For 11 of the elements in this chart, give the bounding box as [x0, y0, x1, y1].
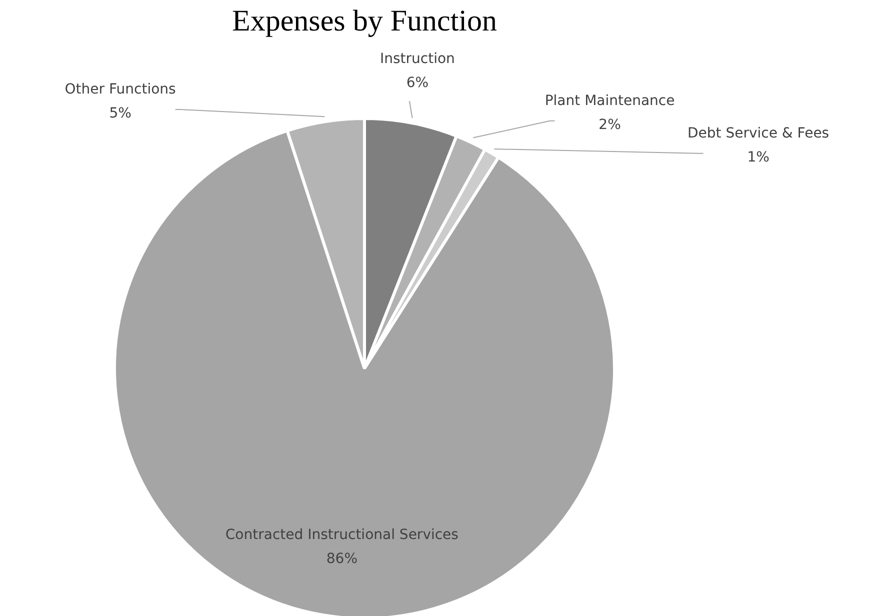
- data-label: 1%: [747, 149, 770, 166]
- chart-title: Expenses by Function: [232, 4, 497, 38]
- data-label: 2%: [598, 116, 621, 133]
- data-label: 5%: [109, 105, 132, 122]
- slice-label: Plant Maintenance: [544, 92, 675, 109]
- data-label: 86%: [326, 551, 358, 568]
- data-label: 6%: [406, 75, 429, 92]
- slice-label: Contracted Instructional Services: [225, 527, 458, 544]
- slice-label: Other Functions: [64, 81, 176, 98]
- slice-label: Instruction: [380, 51, 455, 68]
- slice-label: Debt Service & Fees: [688, 125, 830, 142]
